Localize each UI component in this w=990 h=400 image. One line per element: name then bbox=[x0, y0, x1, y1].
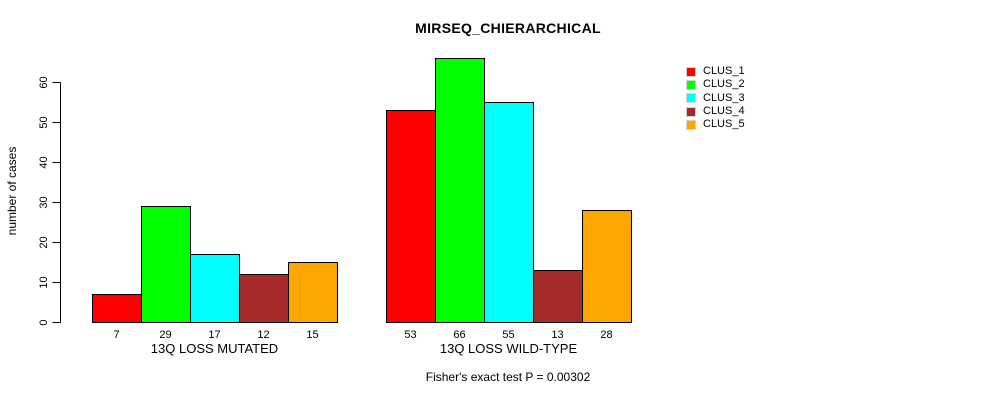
bar-clus_5 bbox=[288, 262, 338, 323]
bar-clus_3 bbox=[484, 102, 534, 323]
y-axis-tick-label: 40 bbox=[38, 156, 50, 168]
group-label: 13Q LOSS WILD-TYPE bbox=[440, 341, 578, 356]
bar-value-label: 29 bbox=[159, 329, 171, 341]
legend-label: CLUS_5 bbox=[703, 118, 745, 131]
legend-item: CLUS_2 bbox=[686, 78, 745, 91]
legend-label: CLUS_1 bbox=[703, 65, 745, 78]
legend-label: CLUS_2 bbox=[703, 78, 745, 91]
legend-swatch-clus_3 bbox=[686, 93, 696, 104]
bar-value-label: 53 bbox=[404, 329, 416, 341]
y-axis-tick-label: 20 bbox=[38, 236, 50, 248]
legend-swatch-clus_4 bbox=[686, 106, 696, 117]
y-axis-tick-label: 10 bbox=[38, 276, 50, 288]
bar-value-label: 13 bbox=[551, 329, 563, 341]
stats-annotation: Fisher's exact test P = 0.00302 bbox=[425, 370, 591, 384]
legend: CLUS_1 CLUS_2 CLUS_3 CLUS_4 CLUS_5 bbox=[686, 65, 745, 131]
legend-item: CLUS_1 bbox=[686, 65, 745, 78]
bar-value-label: 55 bbox=[502, 329, 514, 341]
bar-value-label: 28 bbox=[600, 329, 612, 341]
group-label: 13Q LOSS MUTATED bbox=[151, 341, 278, 356]
legend-label: CLUS_3 bbox=[703, 91, 745, 104]
chart-title: MIRSEQ_CHIERARCHICAL bbox=[415, 20, 601, 36]
bar-value-label: 17 bbox=[208, 329, 220, 341]
legend-swatch-clus_2 bbox=[686, 79, 696, 90]
legend-item: CLUS_4 bbox=[686, 105, 745, 118]
bar-clus_5 bbox=[582, 210, 632, 323]
bar-clus_4 bbox=[533, 270, 583, 323]
bar-value-label: 15 bbox=[306, 329, 318, 341]
y-axis-tick-label: 0 bbox=[38, 319, 50, 325]
legend-item: CLUS_3 bbox=[686, 92, 745, 105]
legend-label: CLUS_4 bbox=[703, 105, 745, 118]
bar-clus_2 bbox=[435, 58, 485, 323]
y-axis-tick-label: 30 bbox=[38, 196, 50, 208]
y-axis-tick-label: 60 bbox=[38, 76, 50, 88]
bar-clus_3 bbox=[190, 254, 240, 323]
bar-value-label: 12 bbox=[257, 329, 269, 341]
y-axis-tick-label: 50 bbox=[38, 116, 50, 128]
bar-value-label: 7 bbox=[113, 329, 119, 341]
bar-clus_1 bbox=[386, 110, 436, 323]
legend-item: CLUS_5 bbox=[686, 118, 745, 131]
bar-clus_4 bbox=[239, 274, 289, 323]
legend-swatch-clus_5 bbox=[686, 119, 696, 130]
bar-clus_2 bbox=[141, 206, 191, 323]
bar-value-label: 66 bbox=[453, 329, 465, 341]
legend-swatch-clus_1 bbox=[686, 66, 696, 77]
bar-clus_1 bbox=[92, 294, 142, 323]
